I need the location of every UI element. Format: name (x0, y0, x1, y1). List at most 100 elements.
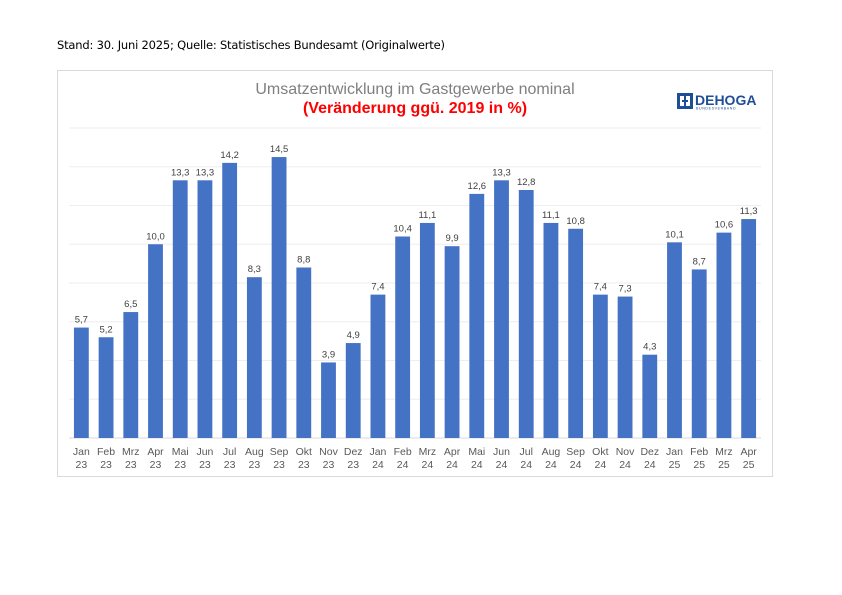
x-tick-label-month: Mai (172, 446, 189, 458)
bar (494, 180, 509, 438)
logo-sub: BUNDESVERBAND (696, 107, 736, 111)
data-label: 4,9 (347, 330, 360, 341)
x-tick-label-month: Jul (223, 446, 236, 458)
data-label: 10,0 (146, 231, 165, 242)
bar (741, 219, 757, 438)
chart-subtitle: (Veränderung ggü. 2019 in %) (303, 100, 527, 117)
data-label: 9,9 (445, 233, 458, 244)
dehoga-logo: DEHOGA BUNDESVERBAND (677, 92, 756, 111)
bar (592, 294, 608, 438)
header-note: Stand: 30. Juni 2025; Quelle: Statistisc… (57, 38, 445, 52)
chart-frame: Umsatzentwicklung im Gastgewerbe nominal… (57, 70, 773, 477)
bar (568, 228, 584, 438)
data-label: 5,2 (99, 324, 112, 335)
data-label: 14,2 (220, 150, 239, 161)
bar (691, 269, 707, 438)
x-tick-label-year: 23 (174, 459, 186, 471)
x-tick-label-month: Jun (493, 446, 510, 458)
x-tick-label-year: 24 (520, 459, 532, 471)
chart-title: Umsatzentwicklung im Gastgewerbe nominal (255, 81, 574, 98)
bar (518, 190, 534, 438)
x-tick-label-month: Sep (566, 446, 585, 458)
x-tick-label-year: 25 (693, 459, 705, 471)
x-tick-label-month: Okt (296, 446, 312, 458)
x-tick-label-year: 24 (372, 459, 384, 471)
bar (271, 157, 287, 438)
x-tick-label-year: 24 (644, 459, 656, 471)
bar (321, 362, 336, 438)
x-tick-label-year: 24 (422, 459, 434, 471)
bar (296, 267, 312, 438)
x-tick-label-month: Nov (319, 446, 338, 458)
data-label: 3,9 (322, 349, 335, 360)
bar (444, 246, 460, 438)
x-tick-label-month: Jun (196, 446, 213, 458)
bar (667, 242, 682, 438)
x-tick-label-month: Jul (519, 446, 532, 458)
data-label: 14,5 (270, 144, 289, 155)
x-tick-label-year: 25 (718, 459, 730, 471)
x-tick-label-month: Nov (616, 446, 635, 458)
x-tick-label-year: 24 (619, 459, 631, 471)
x-tick-label-month: Mai (468, 446, 485, 458)
data-label: 10,6 (715, 220, 734, 231)
x-tick-label-month: Mrz (715, 446, 733, 458)
x-tick-label-year: 23 (323, 459, 335, 471)
bar (395, 236, 411, 438)
x-tick-label-month: Sep (270, 446, 289, 458)
data-label: 4,3 (643, 342, 656, 353)
x-tick-label-year: 24 (595, 459, 607, 471)
x-tick-label-year: 23 (199, 459, 211, 471)
data-label: 7,3 (618, 284, 631, 295)
x-tick-label-month: Aug (542, 446, 561, 458)
x-tick-label-year: 23 (249, 459, 261, 471)
data-label: 13,3 (196, 167, 215, 178)
data-labels: 5,7 5,2 6,5 10,0 13,3 13,3 14,2 8,3 14,5 8,8 3,9 4,… (75, 144, 758, 360)
data-label: 12,8 (517, 177, 536, 188)
x-tick-label-year: 24 (570, 459, 582, 471)
x-tick-label-month: Okt (592, 446, 608, 458)
x-tick-label-year: 24 (471, 459, 483, 471)
x-tick-label-year: 24 (496, 459, 508, 471)
data-label: 12,6 (468, 181, 487, 192)
data-label: 10,4 (393, 224, 412, 235)
x-tick-label-month: Mrz (122, 446, 139, 458)
bar (419, 222, 435, 438)
x-tick-label-year: 24 (545, 459, 557, 471)
x-tick-label-month: Jan (73, 446, 90, 458)
x-tick-label-month: Dez (344, 446, 363, 458)
bar (370, 294, 386, 438)
bar (123, 312, 139, 438)
x-tick-label-month: Apr (147, 446, 164, 458)
data-label: 6,5 (124, 299, 137, 310)
x-tick-label-month: Aug (245, 446, 264, 458)
data-label: 8,8 (297, 255, 310, 266)
x-tick-label-year: 23 (125, 459, 137, 471)
x-tick-label-year: 24 (446, 459, 458, 471)
bar-chart: Umsatzentwicklung im Gastgewerbe nominal… (69, 81, 761, 471)
data-label: 10,1 (665, 229, 684, 240)
bar (543, 222, 559, 438)
bar (73, 327, 89, 438)
x-tick-label-month: Feb (97, 446, 115, 458)
x-tick-label-year: 25 (743, 459, 755, 471)
bar (98, 337, 114, 438)
bar (345, 343, 361, 438)
x-tick-label-month: Jan (666, 446, 683, 458)
x-tick-label-month: Feb (394, 446, 412, 458)
data-label: 8,3 (248, 264, 261, 275)
data-label: 11,3 (740, 206, 758, 217)
logo-name: DEHOGA (695, 92, 756, 108)
bar (197, 180, 213, 438)
data-label: 11,1 (542, 210, 560, 221)
bar (148, 244, 163, 438)
x-tick-label-year: 25 (669, 459, 681, 471)
x-tick-label-month: Apr (740, 446, 757, 458)
bar (716, 232, 732, 438)
x-tick-label-year: 23 (150, 459, 162, 471)
data-label: 13,3 (492, 167, 511, 178)
data-label: 11,1 (418, 210, 436, 221)
data-label: 8,7 (693, 256, 706, 267)
bar (246, 277, 262, 438)
data-label: 7,4 (594, 282, 607, 293)
